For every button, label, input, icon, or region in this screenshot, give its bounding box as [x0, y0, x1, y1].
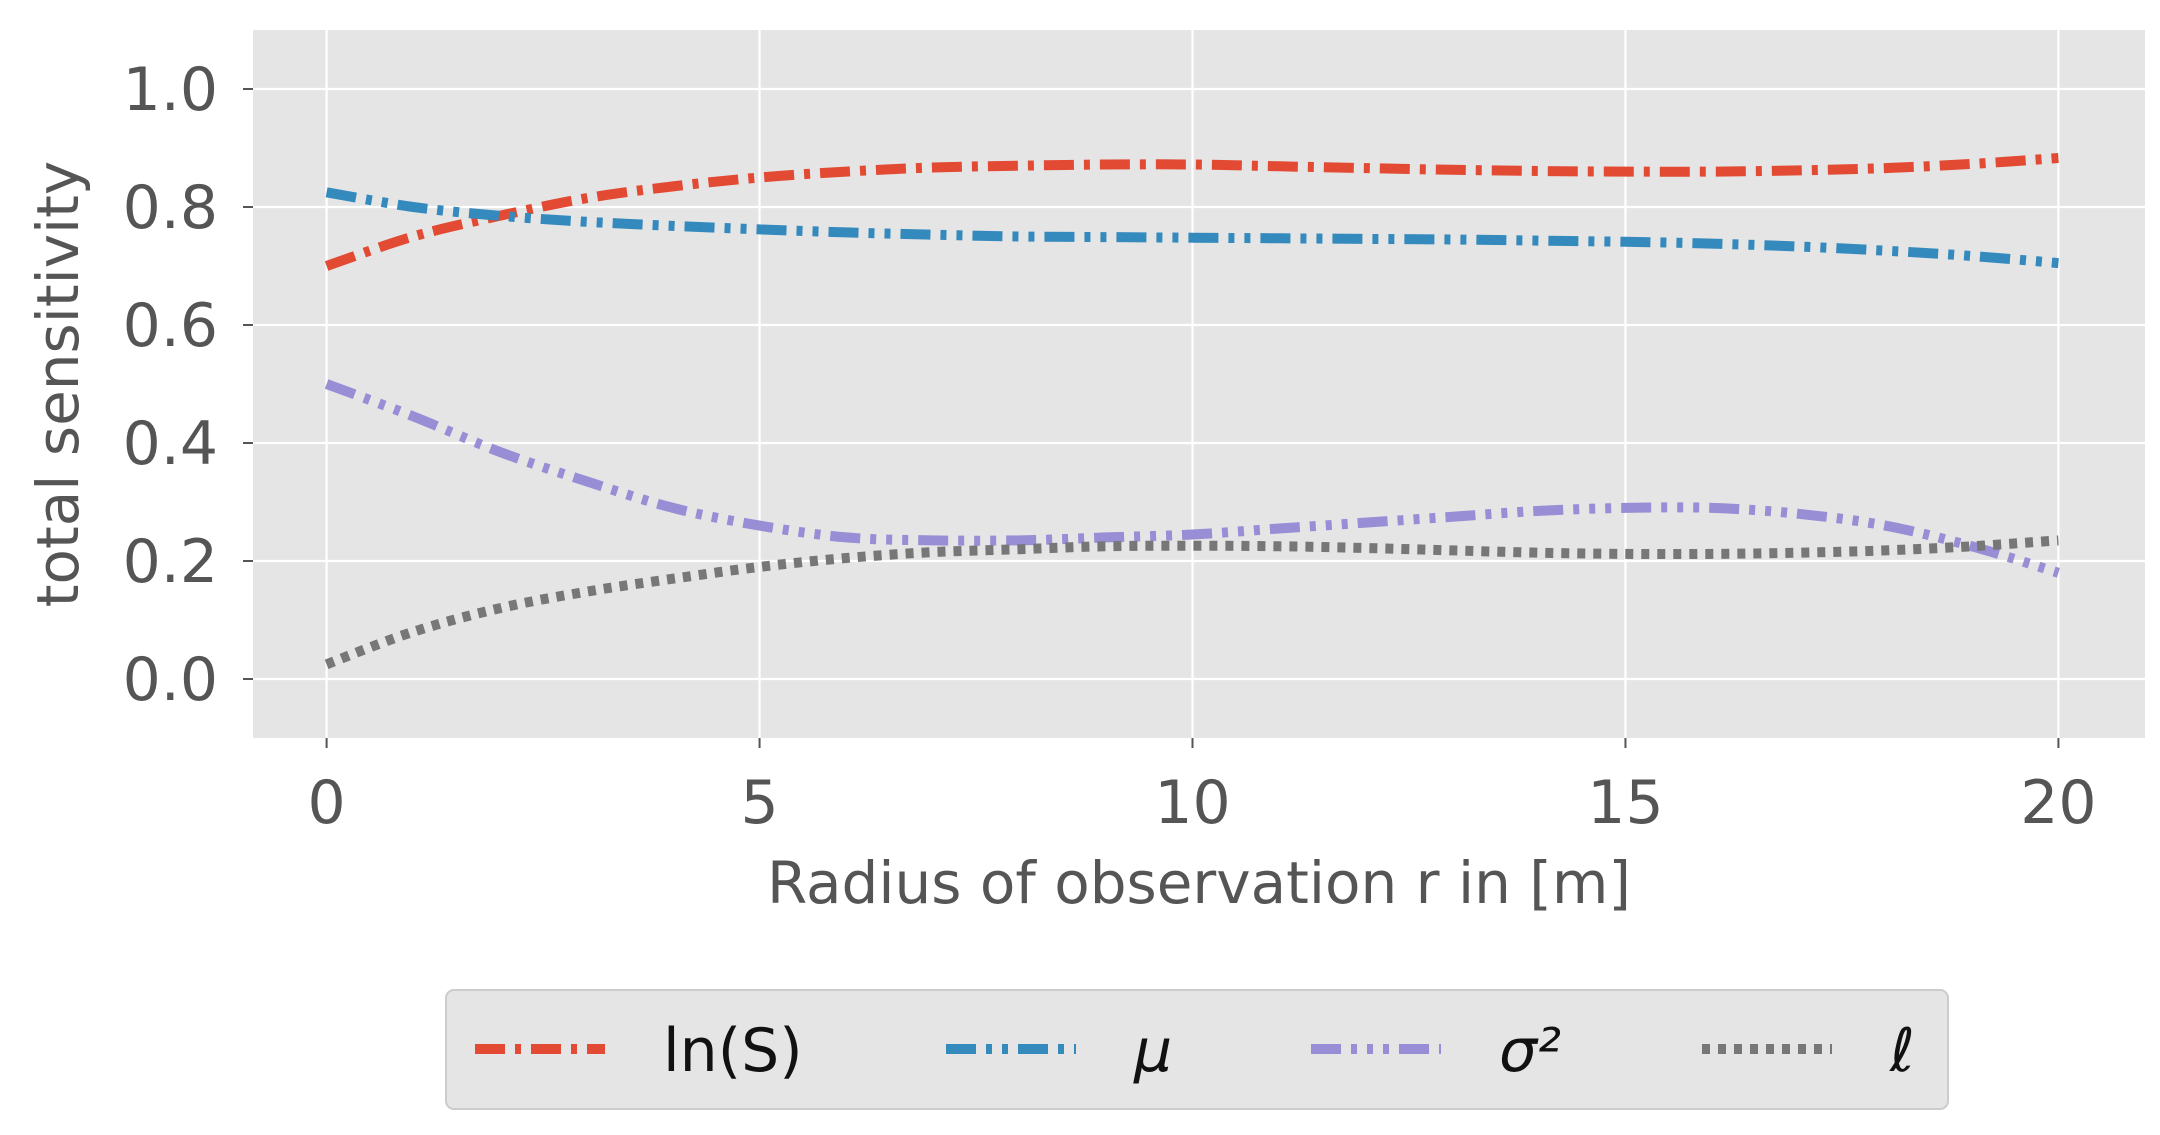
plot-area-background — [253, 30, 2145, 738]
y-axis-label: total sensitivity — [24, 161, 92, 607]
x-tick-label: 20 — [2020, 768, 2096, 838]
series-line-mu — [325, 187, 2059, 269]
legend-label-mu: μ — [1133, 1016, 1172, 1086]
legend-frame — [445, 989, 1949, 1110]
series-lines — [324, 153, 2060, 669]
x-axis-label: Radius of observation r in [m] — [767, 849, 1631, 917]
legend-items: ln(S) μ σ² ℓ — [475, 1016, 1915, 1086]
y-tick-label: 0.8 — [123, 173, 218, 243]
x-tick-label: 5 — [740, 768, 778, 838]
y-tick-label: 0.0 — [123, 645, 218, 715]
legend-label-ell: ℓ — [1889, 1016, 1915, 1086]
y-tick-label: 0.4 — [123, 409, 218, 479]
series-line-sigma-squared — [324, 379, 2060, 578]
y-tick-label: 1.0 — [123, 55, 218, 125]
grid-lines — [253, 30, 2145, 738]
x-tick-label: 10 — [1154, 768, 1230, 838]
legend-label-ln-s: ln(S) — [663, 1016, 803, 1086]
axis-ticks: 0 5 10 15 20 0.0 0.2 0.4 0.6 0.8 1.0 — [123, 55, 2097, 838]
y-tick-label: 0.2 — [123, 527, 218, 597]
x-tick-label: 15 — [1587, 768, 1663, 838]
series-line-ell — [324, 535, 2059, 669]
legend-label-sigma-squared: σ² — [1499, 1016, 1561, 1086]
y-tick-label: 0.6 — [123, 291, 218, 361]
legend: ln(S) μ σ² ℓ — [445, 989, 1949, 1110]
series-line-ln-s — [324, 153, 2059, 271]
x-tick-label: 0 — [308, 768, 346, 838]
